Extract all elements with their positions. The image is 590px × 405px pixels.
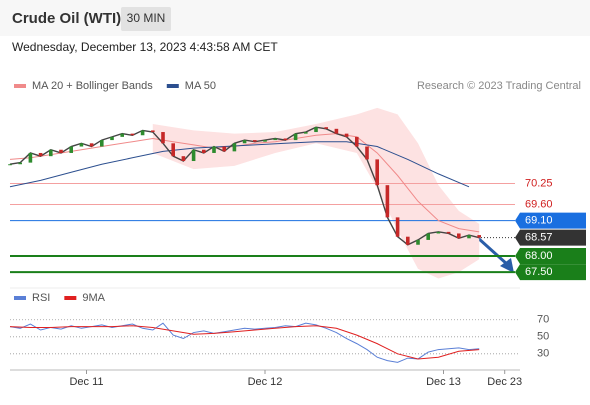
series-line [9, 322, 480, 363]
x-tick-label: Dec 11 [69, 376, 103, 388]
price-candle [406, 236, 410, 245]
y-tick-label: 50 [537, 331, 549, 343]
price-candle [222, 146, 226, 152]
x-tick-label: Dec 12 [248, 376, 283, 388]
title: Crude Oil (WTI) [12, 10, 121, 27]
price-candle [385, 185, 390, 218]
x-tick-label: Dec 23 [487, 376, 522, 388]
level-badge [515, 248, 586, 265]
level-label: 69.60 [525, 198, 553, 210]
level-badge [515, 264, 586, 281]
price-candle [59, 149, 63, 153]
legend-label: 9MA [82, 292, 105, 304]
price-candle [202, 149, 206, 153]
price-candle [100, 140, 104, 147]
legend-label: MA 50 [185, 80, 216, 92]
price-candle [375, 159, 379, 186]
price-candle [151, 130, 155, 133]
header-bar [0, 0, 590, 36]
price-candle [110, 136, 114, 141]
legend-swatch [166, 84, 179, 88]
price-candle [140, 130, 145, 136]
price-candle [181, 156, 186, 162]
price-candle [232, 143, 237, 152]
price-candle [426, 233, 430, 240]
forecast-arrow [476, 236, 510, 267]
price-candle [395, 217, 400, 237]
forecast-arrow-head [500, 258, 514, 273]
level-label: 68.57 [525, 232, 553, 244]
price-candle [283, 138, 288, 141]
price-candle [49, 149, 53, 157]
price-candle [79, 143, 84, 147]
price-candle [416, 239, 420, 245]
price-candle [89, 143, 94, 147]
legend-swatch [14, 84, 26, 88]
price-candle [120, 133, 124, 137]
price-candle [161, 132, 165, 144]
date: Wednesday, December 13, 2023 4:43:58 AM … [12, 40, 278, 54]
level-badge [515, 212, 586, 229]
price-candle [242, 140, 247, 144]
price-candle [304, 132, 308, 134]
series-line [9, 141, 470, 188]
level-label: 67.50 [525, 266, 553, 278]
price-candle [355, 136, 359, 147]
price-candle [263, 140, 267, 142]
timeframe: 30 MIN [127, 11, 166, 25]
price-candle [253, 140, 257, 142]
price-candle [293, 133, 298, 141]
legend-label: RSI [32, 292, 50, 304]
price-candle [28, 152, 33, 163]
level-label: 69.10 [525, 214, 553, 226]
price-candle [365, 146, 369, 160]
level-label: 68.00 [525, 250, 553, 262]
price-candle [69, 146, 73, 153]
series-line [9, 133, 480, 233]
source-note: Research © 2023 Trading Central [417, 80, 581, 92]
price-candle [130, 133, 135, 136]
price-candle [467, 235, 471, 239]
legend-label: MA 20 + Bollinger Bands [32, 80, 153, 92]
price-candle [314, 127, 318, 133]
price-candle [171, 143, 175, 157]
y-tick-label: 30 [537, 348, 549, 360]
price-candle [273, 138, 277, 141]
price-candle [38, 152, 43, 157]
legend-swatch [14, 296, 26, 300]
price-candle [477, 235, 481, 238]
timeframe-badge [121, 7, 171, 31]
price-candle [446, 231, 451, 234]
price-candle [344, 133, 349, 137]
price-candle [457, 233, 461, 239]
price-candle [324, 127, 328, 129]
x-tick-label: Dec 13 [426, 376, 461, 388]
price-candle [191, 149, 196, 162]
price-candle [18, 162, 22, 165]
level-label: 70.25 [525, 177, 553, 189]
price-candle [334, 128, 339, 134]
series-line [9, 325, 480, 360]
legend-swatch [64, 296, 77, 300]
price-candle [212, 146, 216, 153]
price-candle [436, 231, 441, 234]
price-candle [8, 164, 12, 166]
level-badge [515, 229, 586, 246]
y-tick-label: 70 [537, 314, 549, 326]
